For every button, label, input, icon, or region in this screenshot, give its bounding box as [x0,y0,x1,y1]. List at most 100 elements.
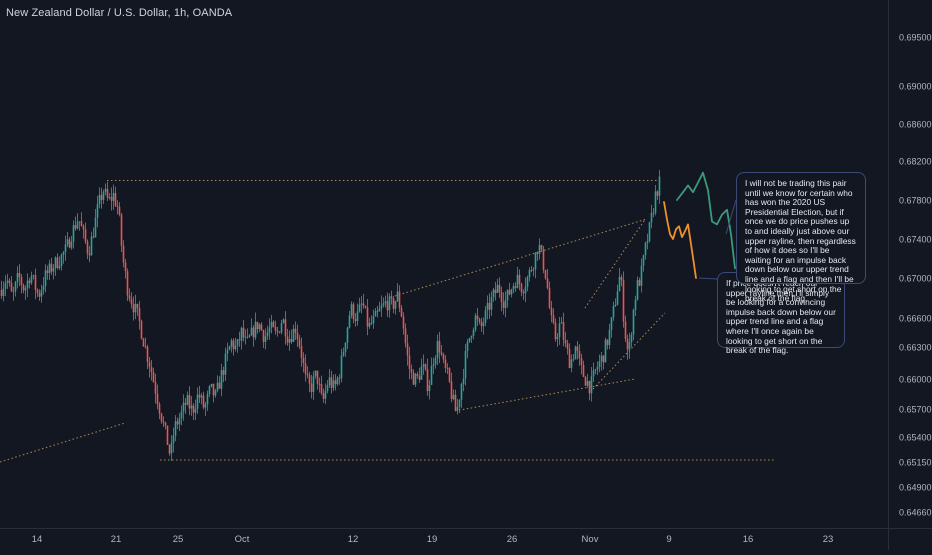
candle-body [282,319,285,324]
candle-body [20,277,23,286]
candle-body [140,320,143,339]
candle-body [450,381,453,400]
note-primary-text: I will not be trading this pair until we… [745,178,856,304]
candle-body [642,255,645,266]
candle-body [476,315,479,320]
candle-body [398,291,401,308]
candle-body [514,286,517,288]
candle-body [618,276,621,292]
candle-body [324,390,327,399]
candle-body [532,269,535,271]
candle-body [592,370,595,377]
candle-body [278,331,281,333]
candle-body [52,267,55,272]
candle-body [492,289,495,298]
candle-body [538,245,541,254]
candle-body [186,395,189,405]
candle-body [16,273,19,283]
candle-body [106,188,109,198]
candle-body [236,339,239,346]
candle-body [318,383,321,385]
trendline [0,422,126,463]
candle-body [596,367,599,370]
candle-body [498,284,501,293]
candle-body [580,357,583,365]
note-secondary[interactable]: If price doesn't reach our upper rayline… [717,272,845,355]
candle-body [80,221,83,227]
candle-body [520,283,523,293]
candle-body [166,425,169,445]
candle-body [534,252,537,270]
note-connector [698,277,718,280]
candle-body [262,330,265,342]
candle-body [360,303,363,305]
candle-body [68,239,71,248]
y-tick-label: 0.66000 [899,375,932,385]
candle-body [176,421,179,425]
candle-body [0,290,3,296]
candle-body [388,296,391,311]
x-tick-label: 21 [111,534,122,545]
candle-body [650,212,653,223]
candle-body [394,301,397,309]
candle-body [506,289,509,301]
candle-body [440,352,443,355]
candle-body [478,319,481,322]
candle-body [234,345,237,349]
candle-body [350,304,353,316]
candle-body [94,217,97,238]
candle-body [562,322,565,340]
candle-body [550,307,553,316]
candle-body [556,336,559,340]
trendline [592,312,666,390]
candle-body [160,413,163,422]
candle-body [220,370,223,389]
candle-body [252,327,255,338]
candle-body [76,221,79,229]
candle-body [494,289,497,293]
candle-body [326,385,329,391]
candle-body [158,404,161,414]
candle-body [392,298,395,309]
candle-body [128,295,131,299]
x-tick-label: Nov [582,534,599,545]
projection-path-green [676,171,736,270]
candle-body [480,321,483,327]
candle-body [574,346,577,360]
candle-body [268,327,271,333]
x-tick-label: 25 [173,534,184,545]
candle-body [646,241,649,243]
candle-body [412,372,415,385]
note-primary[interactable]: I will not be trading this pair until we… [736,172,866,303]
candle-body [458,399,461,408]
candle-body [370,322,373,324]
candle-body [620,276,623,281]
candle-body [266,332,269,337]
candle-body [316,370,319,384]
candle-body [310,383,313,392]
candle-body [12,291,15,293]
candle-body [424,364,427,370]
candle-body [374,311,377,317]
candle-body [130,298,133,305]
candle-body [72,225,75,242]
candle-body [508,289,511,295]
candle-body [46,270,49,274]
y-tick-label: 0.65400 [899,433,932,443]
candle-body [104,188,107,192]
candle-body [628,342,631,350]
candle-body [74,225,77,229]
x-tick-label: 14 [32,534,43,545]
candle-body [4,282,7,289]
candle-body [214,390,217,396]
candle-body [162,421,165,423]
candle-body [312,376,315,392]
candle-body [594,369,597,371]
candle-body [132,304,135,313]
candle-body [638,280,641,286]
candle-body [464,351,467,379]
candle-body [438,340,441,353]
candle-body [178,418,181,425]
candle-body [434,358,437,365]
candle-body [60,254,63,267]
